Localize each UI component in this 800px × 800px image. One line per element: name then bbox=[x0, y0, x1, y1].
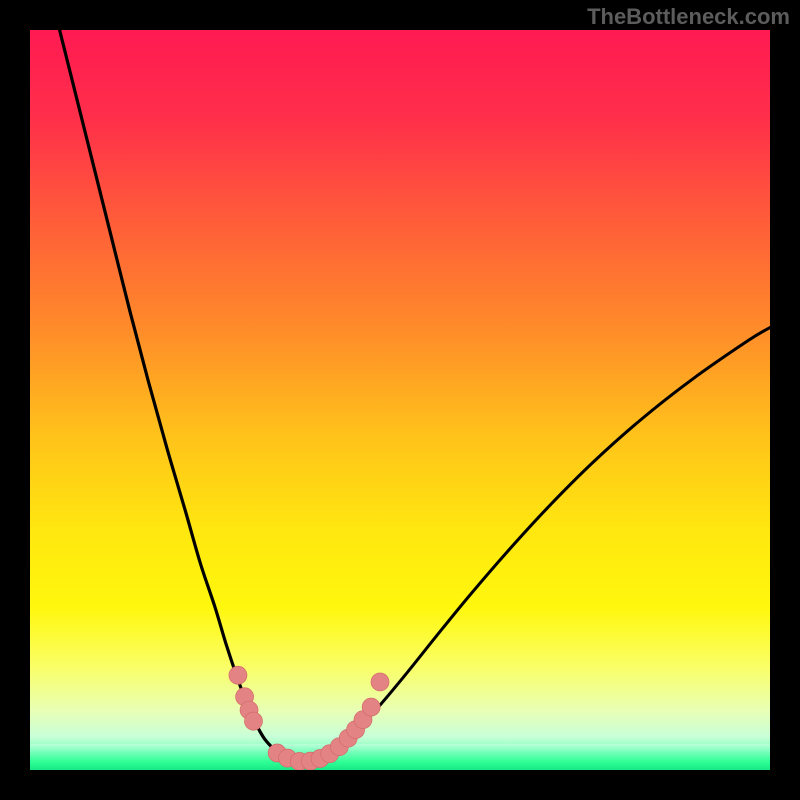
marker-point bbox=[362, 698, 380, 716]
curves-svg bbox=[30, 30, 770, 770]
marker-point bbox=[371, 673, 389, 691]
plot-area bbox=[30, 30, 770, 770]
watermark-text: TheBottleneck.com bbox=[587, 4, 790, 30]
curve-left bbox=[60, 30, 299, 762]
curve-right bbox=[299, 327, 770, 762]
chart-outer: TheBottleneck.com bbox=[0, 0, 800, 800]
markers-group bbox=[229, 666, 389, 770]
marker-point bbox=[229, 666, 247, 684]
marker-point bbox=[244, 712, 262, 730]
